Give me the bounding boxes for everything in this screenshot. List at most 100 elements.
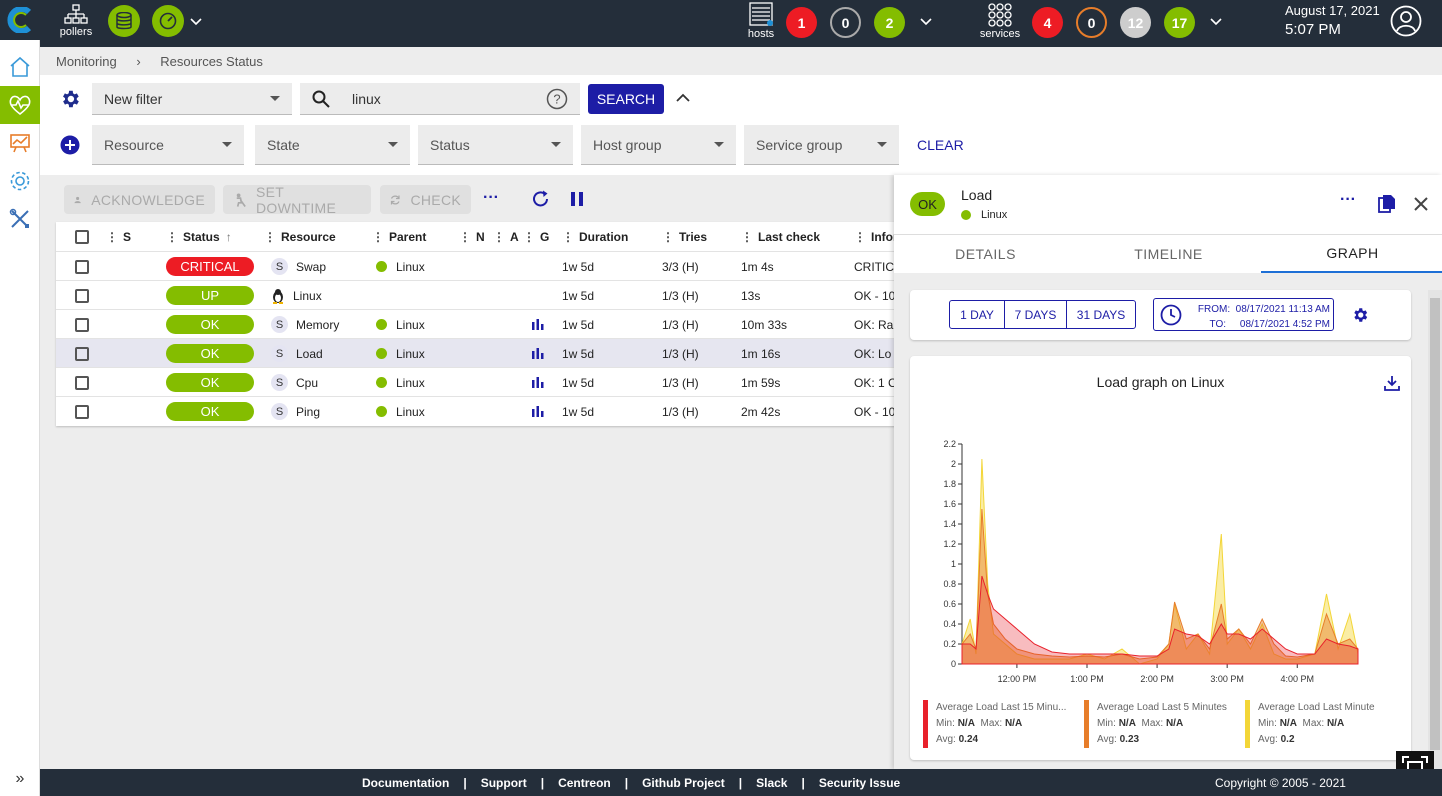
configuration-gear-icon[interactable]: [0, 162, 40, 200]
add-filter-icon[interactable]: [60, 135, 80, 160]
search-button[interactable]: SEARCH: [588, 84, 664, 114]
resource-cell[interactable]: S Swap: [271, 252, 326, 281]
reporting-icon[interactable]: [0, 124, 40, 162]
host-group-filter[interactable]: Host group: [581, 125, 736, 165]
resource-cell[interactable]: S Load: [271, 339, 323, 368]
services-warning-count[interactable]: 0: [1076, 7, 1107, 38]
search-input[interactable]: linux ?: [300, 83, 580, 115]
resource-filter[interactable]: Resource: [92, 125, 244, 165]
set-downtime-button[interactable]: SET DOWNTIME: [223, 184, 371, 216]
row-checkbox[interactable]: [75, 252, 89, 281]
refresh-icon[interactable]: [531, 189, 551, 214]
column-header-parent[interactable]: ⋮ Parent: [372, 229, 427, 244]
database-status-icon[interactable]: [108, 5, 140, 37]
tab-timeline[interactable]: TIMELINE: [1134, 246, 1203, 262]
footer-link[interactable]: Centreon: [558, 776, 611, 790]
breadcrumb-monitoring[interactable]: Monitoring: [56, 54, 117, 69]
drag-handle-icon[interactable]: ⋮: [372, 229, 384, 244]
tab-graph[interactable]: GRAPH: [1261, 235, 1442, 273]
footer-link[interactable]: Documentation: [362, 776, 450, 790]
centreon-logo[interactable]: [0, 0, 40, 40]
column-header-status[interactable]: ⋮ Status ↑: [166, 229, 232, 244]
period-31-days-button[interactable]: 31 DAYS: [1076, 307, 1126, 322]
column-header-resource[interactable]: ⋮ Resource: [264, 229, 336, 244]
table-row[interactable]: OK S Load Linux 1w 5d 1/3 (H) 1m 16s OK: Lo: [56, 338, 906, 367]
footer-link[interactable]: Slack: [756, 776, 788, 790]
parent-cell[interactable]: Linux: [376, 310, 425, 339]
hosts-button[interactable]: hosts: [744, 0, 778, 42]
table-row[interactable]: OK S Cpu Linux 1w 5d 1/3 (H) 1m 59s OK: 1 C: [56, 367, 906, 396]
services-ok-count[interactable]: 17: [1164, 7, 1195, 38]
select-all-checkbox[interactable]: [75, 222, 89, 251]
clear-filters-button[interactable]: CLEAR: [917, 137, 964, 153]
services-chevron-down-icon[interactable]: [1208, 14, 1224, 30]
status-filter[interactable]: Status: [418, 125, 573, 165]
graph-bar-chart-icon[interactable]: [532, 339, 544, 368]
load-graph[interactable]: 0 0.2 0.4 0.6 0.8 1 1.2 1.4 1.6 1.8 2 2.2 12:00 PM 1:…: [910, 436, 1411, 696]
period-1-day-button[interactable]: 1 DAY: [950, 301, 1005, 328]
hosts-up-count[interactable]: 2: [874, 7, 905, 38]
panel-scrollbar-thumb[interactable]: [1430, 298, 1440, 750]
monitoring-icon[interactable]: [0, 86, 40, 124]
row-checkbox[interactable]: [75, 281, 89, 310]
row-checkbox[interactable]: [75, 339, 89, 368]
column-header-notes[interactable]: ⋮ N: [459, 229, 485, 244]
administration-tools-icon[interactable]: [0, 200, 40, 238]
table-row[interactable]: UP Linux 1w 5d 1/3 (H) 13s OK - 10: [56, 280, 906, 309]
table-row[interactable]: OK S Memory Linux 1w 5d 1/3 (H) 10m 33s OK: Ra: [56, 309, 906, 338]
column-header-action[interactable]: ⋮ A: [493, 229, 519, 244]
graph-bar-chart-icon[interactable]: [532, 368, 544, 397]
drag-handle-icon[interactable]: ⋮: [493, 229, 505, 244]
check-button[interactable]: CHECK: [380, 185, 471, 214]
collapse-chevron-up-icon[interactable]: [676, 90, 690, 108]
legend-item[interactable]: Average Load Last Minute Min: N/A Max: N/…: [1245, 700, 1403, 748]
pollers-chevron-down-icon[interactable]: [188, 14, 204, 30]
download-icon[interactable]: [1384, 375, 1400, 396]
expand-menu-icon[interactable]: »: [15, 770, 25, 787]
saved-filter-select[interactable]: New filter: [92, 83, 292, 115]
pollers-button[interactable]: pollers: [58, 2, 94, 40]
filter-settings-gear-icon[interactable]: [59, 88, 81, 115]
tab-details[interactable]: DETAILS: [955, 246, 1016, 262]
hosts-unreachable-count[interactable]: 0: [830, 7, 861, 38]
period-7-days-button[interactable]: 7 DAYS: [1005, 301, 1067, 328]
row-checkbox[interactable]: [75, 310, 89, 339]
service-group-filter[interactable]: Service group: [744, 125, 899, 165]
services-unknown-count[interactable]: 12: [1120, 7, 1151, 38]
more-actions-icon[interactable]: ···: [483, 189, 499, 206]
column-header-last-check[interactable]: ⋮ Last check: [741, 229, 821, 244]
table-row[interactable]: CRITICAL S Swap Linux 1w 5d 3/3 (H) 1m 4s CRITI…: [56, 251, 906, 280]
column-header-tries[interactable]: ⋮ Tries: [662, 229, 708, 244]
pause-icon[interactable]: [570, 191, 584, 212]
drag-handle-icon[interactable]: ⋮: [562, 229, 574, 244]
parent-cell[interactable]: Linux: [376, 252, 425, 281]
column-header-graph[interactable]: ⋮ G: [523, 229, 550, 244]
drag-handle-icon[interactable]: ⋮: [662, 229, 674, 244]
parent-cell[interactable]: Linux: [376, 368, 425, 397]
drag-handle-icon[interactable]: ⋮: [264, 229, 276, 244]
resource-cell[interactable]: S Ping: [271, 397, 320, 426]
panel-scrollbar[interactable]: [1428, 290, 1442, 769]
close-panel-icon[interactable]: [1413, 196, 1429, 217]
drag-handle-icon[interactable]: ⋮: [523, 229, 535, 244]
column-header-information[interactable]: ⋮ Infor: [854, 229, 898, 244]
drag-handle-icon[interactable]: ⋮: [106, 229, 118, 244]
services-critical-count[interactable]: 4: [1032, 7, 1063, 38]
footer-link[interactable]: Github Project: [642, 776, 725, 790]
home-icon[interactable]: [0, 48, 40, 86]
drag-handle-icon[interactable]: ⋮: [741, 229, 753, 244]
graph-bar-chart-icon[interactable]: [532, 397, 544, 426]
drag-handle-icon[interactable]: ⋮: [166, 229, 178, 244]
user-profile-icon[interactable]: [1390, 5, 1422, 37]
latency-status-icon[interactable]: [152, 5, 184, 37]
breadcrumb-resources-status[interactable]: Resources Status: [160, 54, 263, 69]
resource-cell[interactable]: Linux: [271, 281, 322, 310]
date-range-picker[interactable]: FROM: 08/17/2021 11:13 AM TO: 08/17/2021…: [1153, 298, 1334, 331]
help-icon[interactable]: ?: [546, 88, 568, 110]
services-button[interactable]: services: [978, 0, 1022, 42]
graph-bar-chart-icon[interactable]: [532, 310, 544, 339]
legend-item[interactable]: Average Load Last 5 Minutes Min: N/A Max:…: [1084, 700, 1242, 748]
column-header-duration[interactable]: ⋮ Duration: [562, 229, 629, 244]
legend-item[interactable]: Average Load Last 15 Minu... Min: N/A Max…: [923, 700, 1081, 748]
hosts-chevron-down-icon[interactable]: [918, 14, 934, 30]
